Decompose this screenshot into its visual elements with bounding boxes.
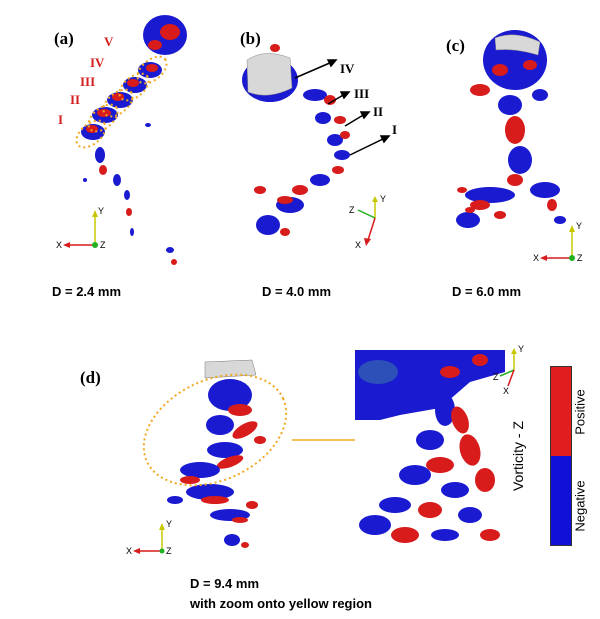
axis-triad-c <box>540 225 575 261</box>
panel-a-numeral-v: V <box>104 34 114 49</box>
axis-triad-zoom <box>499 348 517 387</box>
panel-a-highlight-ellipses <box>75 55 168 149</box>
panel-d-subcaption: with zoom onto yellow region <box>190 596 372 611</box>
axis-triad-a <box>63 210 98 248</box>
panel-b-label: (b) <box>240 29 261 48</box>
legend-negative-label: Negative <box>572 480 588 532</box>
zoom-panel-vortex-structures <box>355 350 505 545</box>
panel-a-vortex-structures <box>81 15 187 265</box>
panel-a-numeral-ii: II <box>70 92 81 107</box>
panel-c-vortex-structures <box>456 30 566 228</box>
axis-d-x-label: X <box>126 546 133 556</box>
axis-c-x-label: X <box>533 253 540 263</box>
panel-b-arrows <box>294 59 391 156</box>
axis-triad-d <box>133 523 165 554</box>
panel-b-caption: D = 4.0 mm <box>262 284 332 299</box>
panel-d-label: (d) <box>80 368 101 387</box>
legend-positive-label: Positive <box>572 389 588 435</box>
panel-a-label: (a) <box>54 29 74 48</box>
axis-d-z-label: Z <box>166 546 172 556</box>
panel-a-caption: D = 2.4 mm <box>52 284 122 299</box>
axis-a-x-label: X <box>56 240 63 250</box>
panel-b-numeral-ii: II <box>373 104 384 119</box>
axis-a-z-label: Z <box>100 240 106 250</box>
axis-c-z-label: Z <box>577 253 583 263</box>
panel-d-caption: D = 9.4 mm <box>190 576 260 591</box>
legend-title: Vorticity - Z <box>510 420 526 492</box>
axis-zoom-x-label: X <box>503 386 510 396</box>
panel-b-numeral-i: I <box>392 122 398 137</box>
color-bar-negative <box>551 456 571 545</box>
panel-b-numeral-iii: III <box>354 86 370 101</box>
panel-c-label: (c) <box>446 36 465 55</box>
axis-b-y-label: Y <box>380 194 387 204</box>
panel-c-caption: D = 6.0 mm <box>452 284 522 299</box>
vorticity-color-bar <box>550 366 572 546</box>
panel-d-highlight-ellipse <box>142 373 288 487</box>
axis-b-x-label: X <box>355 240 362 250</box>
panel-a-numeral-i: I <box>58 112 64 127</box>
axis-a-y-label: Y <box>98 206 105 216</box>
panel-a-numeral-iii: III <box>80 74 96 89</box>
axis-b-z-label: Z <box>349 205 355 215</box>
axis-zoom-z-label: Z <box>493 372 499 382</box>
axis-triad-b <box>357 196 378 246</box>
panel-b-vortex-structures <box>242 44 350 236</box>
color-bar-positive <box>551 367 571 456</box>
axis-zoom-y-label: Y <box>518 344 525 354</box>
axis-c-y-label: Y <box>576 221 583 231</box>
axis-d-y-label: Y <box>166 519 173 529</box>
panel-d-vortex-structures <box>167 359 266 548</box>
panel-a-numeral-iv: IV <box>90 55 105 70</box>
panel-b-numeral-iv: IV <box>340 61 355 76</box>
